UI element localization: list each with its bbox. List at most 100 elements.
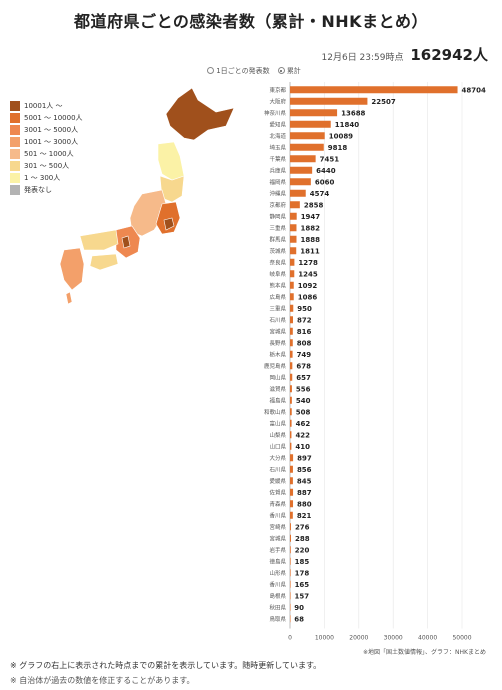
value-label: 897 (297, 454, 312, 462)
legend-item: 301 ～ 500人 (10, 160, 83, 172)
value-label: 1947 (301, 213, 321, 221)
chart-credit: ※地図「国土数値情報」、グラフ：NHKまとめ (363, 649, 486, 656)
bar (290, 293, 294, 301)
legend-label: 3001 ～ 5000人 (24, 126, 79, 134)
map-kyushu[interactable] (59, 247, 85, 291)
category-label: 愛媛県 (269, 477, 286, 485)
toggle-daily-label[interactable]: 1日ごとの発表数 (216, 67, 270, 75)
bar (290, 442, 292, 450)
legend-item: 発表なし (10, 184, 83, 196)
value-label: 816 (297, 328, 312, 336)
bar (290, 201, 300, 209)
x-tick-label: 0 (288, 635, 292, 642)
category-label: 香川県 (269, 511, 286, 519)
value-label: 1278 (298, 259, 318, 267)
category-label: 石川県 (269, 466, 286, 473)
bar (290, 235, 297, 243)
category-label: 佐賀県 (269, 488, 286, 496)
value-label: 7451 (320, 155, 340, 163)
map-tokyo[interactable] (163, 217, 175, 231)
x-tick-label: 30000 (384, 635, 403, 642)
bar (290, 166, 313, 174)
toggle-cumulative-label[interactable]: 累計 (286, 67, 301, 75)
value-label: 462 (296, 420, 311, 428)
category-label: 岩手県 (269, 546, 286, 554)
value-label: 657 (296, 374, 311, 382)
category-label: 奈良県 (269, 258, 286, 266)
bar (290, 557, 291, 565)
value-label: 422 (295, 431, 310, 439)
category-label: 滋賀県 (269, 385, 286, 393)
category-label: 鹿児島県 (264, 362, 287, 370)
x-tick-label: 20000 (349, 635, 368, 642)
bar (290, 247, 297, 255)
category-label: 鳥取県 (269, 615, 286, 623)
legend-swatch (10, 125, 20, 135)
view-toggle: 1日ごとの発表数 累計 (0, 66, 502, 76)
category-label: 宮城県 (269, 327, 286, 335)
bar (290, 97, 368, 105)
map-hokkaido[interactable] (165, 87, 235, 141)
footnote-1: ※ グラフの右上に表示された時点までの累計を表示しています。随時更新しています。 (10, 661, 322, 670)
category-label: 島根県 (269, 592, 286, 600)
x-tick-label: 40000 (418, 635, 437, 642)
value-label: 856 (297, 466, 312, 474)
bar (290, 155, 316, 163)
legend-label: 501 ～ 1000人 (24, 150, 74, 158)
value-label: 950 (297, 305, 312, 313)
footnotes: ※ グラフの右上に表示された時点までの累計を表示しています。随時更新しています。… (10, 658, 321, 688)
bar (290, 224, 297, 232)
value-label: 276 (295, 523, 310, 531)
bar (290, 465, 293, 473)
map-legend: 10001人 ～ 5001 ～ 10000人 3001 ～ 5000人 1001 ～ … (10, 100, 83, 196)
bar (290, 592, 291, 600)
legend-swatch (10, 173, 20, 183)
value-label: 808 (297, 339, 312, 347)
bar (290, 523, 291, 531)
value-label: 48704 (462, 86, 486, 94)
value-label: 10089 (329, 132, 353, 140)
legend-swatch (10, 137, 20, 147)
category-label: 東京都 (269, 86, 286, 94)
legend-label: 5001 ～ 10000人 (24, 114, 83, 122)
legend-item: 3001 ～ 5000人 (10, 124, 83, 136)
radio-cumulative[interactable] (277, 67, 285, 74)
radio-daily[interactable] (207, 67, 215, 74)
value-label: 185 (295, 558, 310, 566)
value-label: 90 (294, 604, 304, 612)
category-label: 千葉県 (269, 155, 286, 163)
category-label: 山口県 (269, 442, 286, 450)
legend-label: 1001 ～ 3000人 (24, 138, 79, 146)
map-okinawa[interactable] (65, 291, 73, 305)
value-label: 6060 (315, 178, 335, 186)
bar (290, 258, 295, 266)
bar (290, 281, 294, 289)
bar (290, 408, 292, 416)
category-label: 群馬県 (269, 235, 286, 243)
bar (290, 396, 292, 404)
map-shikoku[interactable] (89, 253, 119, 271)
value-label: 9818 (328, 144, 348, 152)
legend-item: 1001 ～ 3000人 (10, 136, 83, 148)
map-chugoku[interactable] (79, 229, 119, 251)
japan-map (59, 87, 235, 305)
bar (290, 120, 331, 128)
bar-chart: 0 10000 20000 30000 40000 50000 東京都 48704 大阪府 225… (264, 82, 486, 642)
legend-item: 1 ～ 300人 (10, 172, 83, 184)
map-osaka[interactable] (121, 235, 131, 249)
category-label: 徳島県 (269, 557, 286, 565)
value-label: 1092 (298, 282, 318, 290)
category-label: 沖縄県 (269, 189, 286, 197)
value-label: 165 (295, 581, 310, 589)
category-label: 宮城県 (269, 534, 286, 542)
update-info: 12月6日 23:59時点 162942人 (322, 44, 488, 65)
value-label: 68 (294, 615, 304, 623)
category-label: 宮崎県 (269, 523, 286, 531)
category-label: 山梨県 (269, 431, 286, 439)
bar (290, 488, 294, 496)
value-label: 1086 (298, 293, 318, 301)
category-label: 愛知県 (269, 120, 286, 128)
category-label: 茨城県 (269, 247, 286, 255)
bar (290, 327, 293, 335)
value-label: 220 (295, 546, 310, 554)
